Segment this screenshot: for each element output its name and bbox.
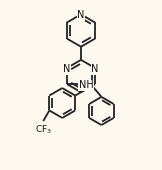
Text: NH: NH <box>79 80 94 90</box>
Text: N: N <box>91 64 99 74</box>
Text: N: N <box>77 10 85 20</box>
Text: CF$_3$: CF$_3$ <box>35 123 52 136</box>
Text: N: N <box>63 64 71 74</box>
